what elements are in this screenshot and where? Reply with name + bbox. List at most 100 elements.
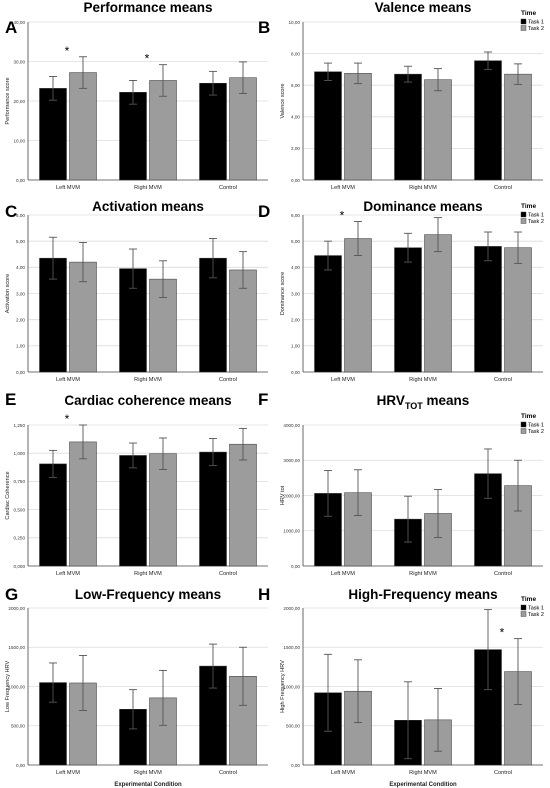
y-tick-label: 4,00 [16, 265, 25, 270]
legend-swatch-task1 [520, 18, 527, 25]
bar-task2 [344, 238, 372, 373]
legend-swatch-task2 [520, 218, 527, 224]
bar-task2 [149, 453, 177, 567]
y-tick-label: 2000,00 [283, 493, 300, 498]
y-tick-label: 500,00 [286, 724, 300, 729]
bar-task1 [394, 518, 422, 567]
y-tick-label: 0,00 [291, 564, 300, 569]
chart-title-subscript: TOT [405, 401, 423, 411]
y-tick-label: 1,250 [14, 423, 26, 428]
y-tick-label: 40,00 [14, 20, 26, 25]
x-tick-label: Left MVM [56, 571, 80, 577]
legend-title: Time [521, 203, 536, 210]
x-tick-label: Right MVM [134, 185, 162, 191]
panel-e: E Cardiac coherence means 0,000 0,250 0,500 0… [5, 390, 268, 577]
panel-g: G Low-Frequency means 0,00 500,00 1000,00 150… [5, 585, 268, 788]
legend-label: Task 1 [528, 605, 544, 611]
y-tick-label: 1000,00 [283, 684, 300, 689]
x-tick-label: Right MVM [409, 770, 437, 776]
bar-task2 [69, 72, 97, 181]
significance-star: * [500, 626, 505, 640]
legend-title: Time [521, 413, 536, 420]
bar-task2 [69, 441, 97, 567]
bar-task1 [394, 247, 422, 373]
legend-swatch-task2 [520, 25, 527, 31]
x-tick-label: Left MVM [56, 185, 80, 191]
y-tick-label: 3,00 [291, 291, 300, 296]
x-tick-label: Left MVM [56, 377, 80, 383]
y-tick-label: 0,000 [14, 564, 26, 569]
y-tick-label: 4,00 [291, 115, 300, 120]
y-tick-label: 6,00 [16, 213, 25, 218]
x-tick-label: Right MVM [409, 571, 437, 577]
bar-task1 [199, 82, 227, 181]
y-tick-label: 0,500 [14, 507, 26, 512]
chart-title: Low-Frequency means [75, 587, 221, 602]
legend-swatch-task2 [520, 428, 527, 434]
panel-letter: B [258, 18, 270, 37]
x-axis-title: Experimental Condition [114, 782, 182, 788]
panel-letter: H [258, 585, 270, 604]
y-tick-label: 0,00 [291, 370, 300, 375]
chart-title: High-Frequency means [348, 587, 497, 602]
panel-f: F HRVTOT means 0,00 1000,00 2000,00 3000,00 40… [258, 390, 544, 577]
panel-a: A Performance means 0,00 10,00 20,00 30,00 40,… [5, 0, 268, 191]
chart-title: Dominance means [363, 199, 482, 214]
x-axis-title: Experimental Condition [389, 782, 457, 788]
x-tick-label: Right MVM [409, 377, 437, 383]
panel-h: H High-Frequency means 0,00 500,00 1000,00 15… [258, 585, 544, 788]
y-axis-label: Valence score [280, 83, 286, 118]
bar-task1 [314, 71, 342, 181]
y-axis-label: Cardiac Coherence [5, 471, 11, 519]
y-tick-label: 4,00 [291, 265, 300, 270]
y-axis-label: Dominance score [280, 272, 286, 316]
legend-title: Time [521, 10, 536, 17]
y-axis-label: Performance score [5, 77, 11, 124]
bar-task2 [344, 73, 372, 181]
y-tick-label: 1500,00 [283, 645, 300, 650]
significance-star: * [65, 44, 70, 58]
legend-swatch-task2 [520, 611, 527, 617]
y-tick-label: 1,000 [14, 451, 26, 456]
chart-title: Valence means [375, 0, 472, 15]
x-tick-label: Right MVM [134, 571, 162, 577]
panel-letter: G [5, 585, 18, 604]
legend-label: Task 2 [528, 26, 544, 32]
y-tick-label: 0,750 [14, 479, 26, 484]
y-tick-label: 3,00 [16, 291, 25, 296]
bar-task1 [474, 246, 502, 373]
bar-task1 [39, 463, 67, 567]
y-axis-label: Activation score [5, 274, 11, 313]
legend-label: Task 1 [528, 19, 544, 25]
y-tick-label: 10,00 [289, 20, 301, 25]
y-tick-label: 5,00 [16, 239, 25, 244]
bar-task1 [394, 73, 422, 181]
legend-label: Task 2 [528, 429, 544, 435]
chart-title-main: HRV [377, 393, 405, 408]
y-tick-label: 1500,00 [8, 645, 25, 650]
y-tick-label: 500,00 [11, 724, 25, 729]
y-tick-label: 3000,00 [283, 458, 300, 463]
bar-task1 [474, 60, 502, 181]
panel-letter: E [5, 390, 16, 409]
y-tick-label: 2000,00 [8, 606, 25, 611]
y-tick-label: 20,00 [14, 99, 26, 104]
legend-title: Time [521, 596, 536, 603]
y-tick-label: 0,250 [14, 536, 26, 541]
y-tick-label: 0,00 [291, 178, 300, 183]
x-tick-label: Control [494, 185, 512, 191]
y-tick-label: 2000,00 [283, 606, 300, 611]
y-tick-label: 2,00 [291, 146, 300, 151]
panel-letter: C [5, 202, 17, 221]
bar-task2 [229, 443, 257, 567]
x-tick-label: Right MVM [134, 770, 162, 776]
x-tick-label: Right MVM [134, 377, 162, 383]
x-tick-label: Left MVM [331, 377, 355, 383]
y-tick-label: 1,00 [291, 344, 300, 349]
chart-title-tail: means [423, 393, 470, 408]
x-tick-label: Left MVM [331, 185, 355, 191]
y-tick-label: 0,00 [16, 370, 25, 375]
y-axis-label: Low Frequency HRV [5, 660, 11, 712]
significance-star: * [65, 412, 70, 426]
x-tick-label: Control [219, 185, 237, 191]
